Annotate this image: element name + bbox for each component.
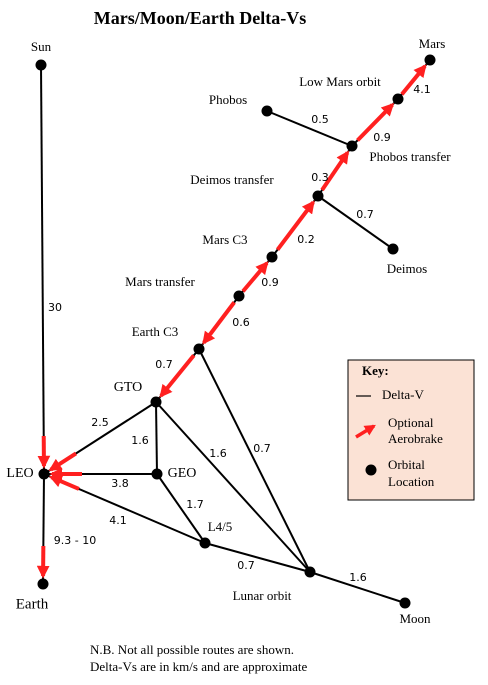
delta-v-label: 4.1 (413, 83, 431, 96)
delta-v-label: 1.7 (186, 498, 204, 511)
aerobrake-arrow (49, 475, 80, 491)
aerobrake-arrow (48, 451, 78, 472)
aerobrake-arrow (159, 354, 196, 398)
node-label: Moon (399, 611, 431, 626)
node-label: GTO (114, 380, 143, 395)
key-aerobrake: Optional (388, 415, 434, 430)
node-label: Deimos transfer (190, 172, 274, 187)
aerobrake-arrow (241, 261, 269, 293)
edge (198, 348, 311, 573)
node (37, 578, 49, 590)
note: Delta-Vs are in km/s and are approximate (90, 659, 308, 674)
edge (309, 571, 406, 604)
node (304, 566, 316, 578)
node (424, 54, 436, 66)
node (392, 93, 404, 105)
node-label: Deimos (387, 261, 427, 276)
edge (156, 473, 206, 544)
node (261, 105, 273, 117)
delta-v-label: 2.5 (91, 416, 109, 429)
node (35, 59, 47, 71)
node-label: Sun (31, 39, 52, 54)
node (150, 396, 162, 408)
node-label: Mars transfer (125, 274, 195, 289)
key-delta-v: Delta-V (382, 387, 424, 402)
key-location: Location (388, 474, 435, 489)
node-label: Mars (419, 36, 446, 51)
delta-v-label: 1.6 (209, 447, 227, 460)
key-dot (365, 464, 377, 476)
delta-v-label: 0.7 (253, 442, 271, 455)
delta-v-label: 0.6 (232, 316, 250, 329)
aerobrake-arrow (275, 200, 315, 251)
edge (204, 542, 311, 573)
node-label: Low Mars orbit (299, 74, 381, 89)
key-location: Orbital (388, 457, 425, 472)
node-label: Phobos (209, 92, 247, 107)
node-label: L4/5 (208, 519, 233, 534)
key-aerobrake: Aerobrake (388, 431, 443, 446)
delta-v-label: 1.6 (131, 434, 149, 447)
node (346, 140, 358, 152)
delta-v-label: 0.9 (261, 276, 279, 289)
delta-v-label: 0.2 (297, 233, 315, 246)
node-label: Lunar orbit (233, 588, 292, 603)
delta-v-label: 0.7 (237, 559, 255, 572)
key-title: Key: (362, 363, 389, 378)
node-label: Phobos transfer (369, 149, 451, 164)
edge (317, 195, 394, 250)
aerobrake-arrow (320, 150, 350, 192)
edge (40, 64, 45, 475)
node (151, 468, 163, 480)
delta-v-label: 0.5 (311, 113, 329, 126)
delta-v-label: 0.9 (373, 131, 391, 144)
delta-v-label: 1.6 (349, 571, 367, 584)
delta-v-label: 0.7 (356, 208, 374, 221)
delta-v-label: 4.1 (109, 514, 127, 527)
aerobrake-arrow (356, 102, 395, 142)
delta-v-label: 30 (48, 301, 62, 314)
delta-v-label: 0.3 (311, 171, 329, 184)
node-label: Earth (16, 596, 49, 612)
edge (266, 110, 353, 147)
node-label: GEO (168, 466, 197, 481)
node-label: Earth C3 (132, 324, 179, 339)
aerobrake-arrow (400, 64, 427, 96)
note: N.B. Not all possible routes are shown. (90, 642, 294, 657)
node (193, 343, 205, 355)
node (399, 597, 411, 609)
node-label: Mars C3 (202, 232, 247, 247)
node (387, 243, 399, 255)
node (199, 537, 211, 549)
node (312, 190, 324, 202)
edge (155, 401, 158, 475)
node (266, 251, 278, 263)
node-label: LEO (6, 466, 33, 481)
edge (155, 401, 311, 573)
delta-v-label: 3.8 (111, 477, 129, 490)
key-arrow (355, 424, 376, 439)
node (233, 290, 245, 302)
node (38, 468, 50, 480)
title: Mars/Moon/Earth Delta-Vs (94, 8, 306, 28)
delta-v-label: 9.3 - 10 (54, 534, 96, 547)
aerobrake-arrow (202, 301, 236, 345)
delta-v-label: 0.7 (155, 358, 173, 371)
